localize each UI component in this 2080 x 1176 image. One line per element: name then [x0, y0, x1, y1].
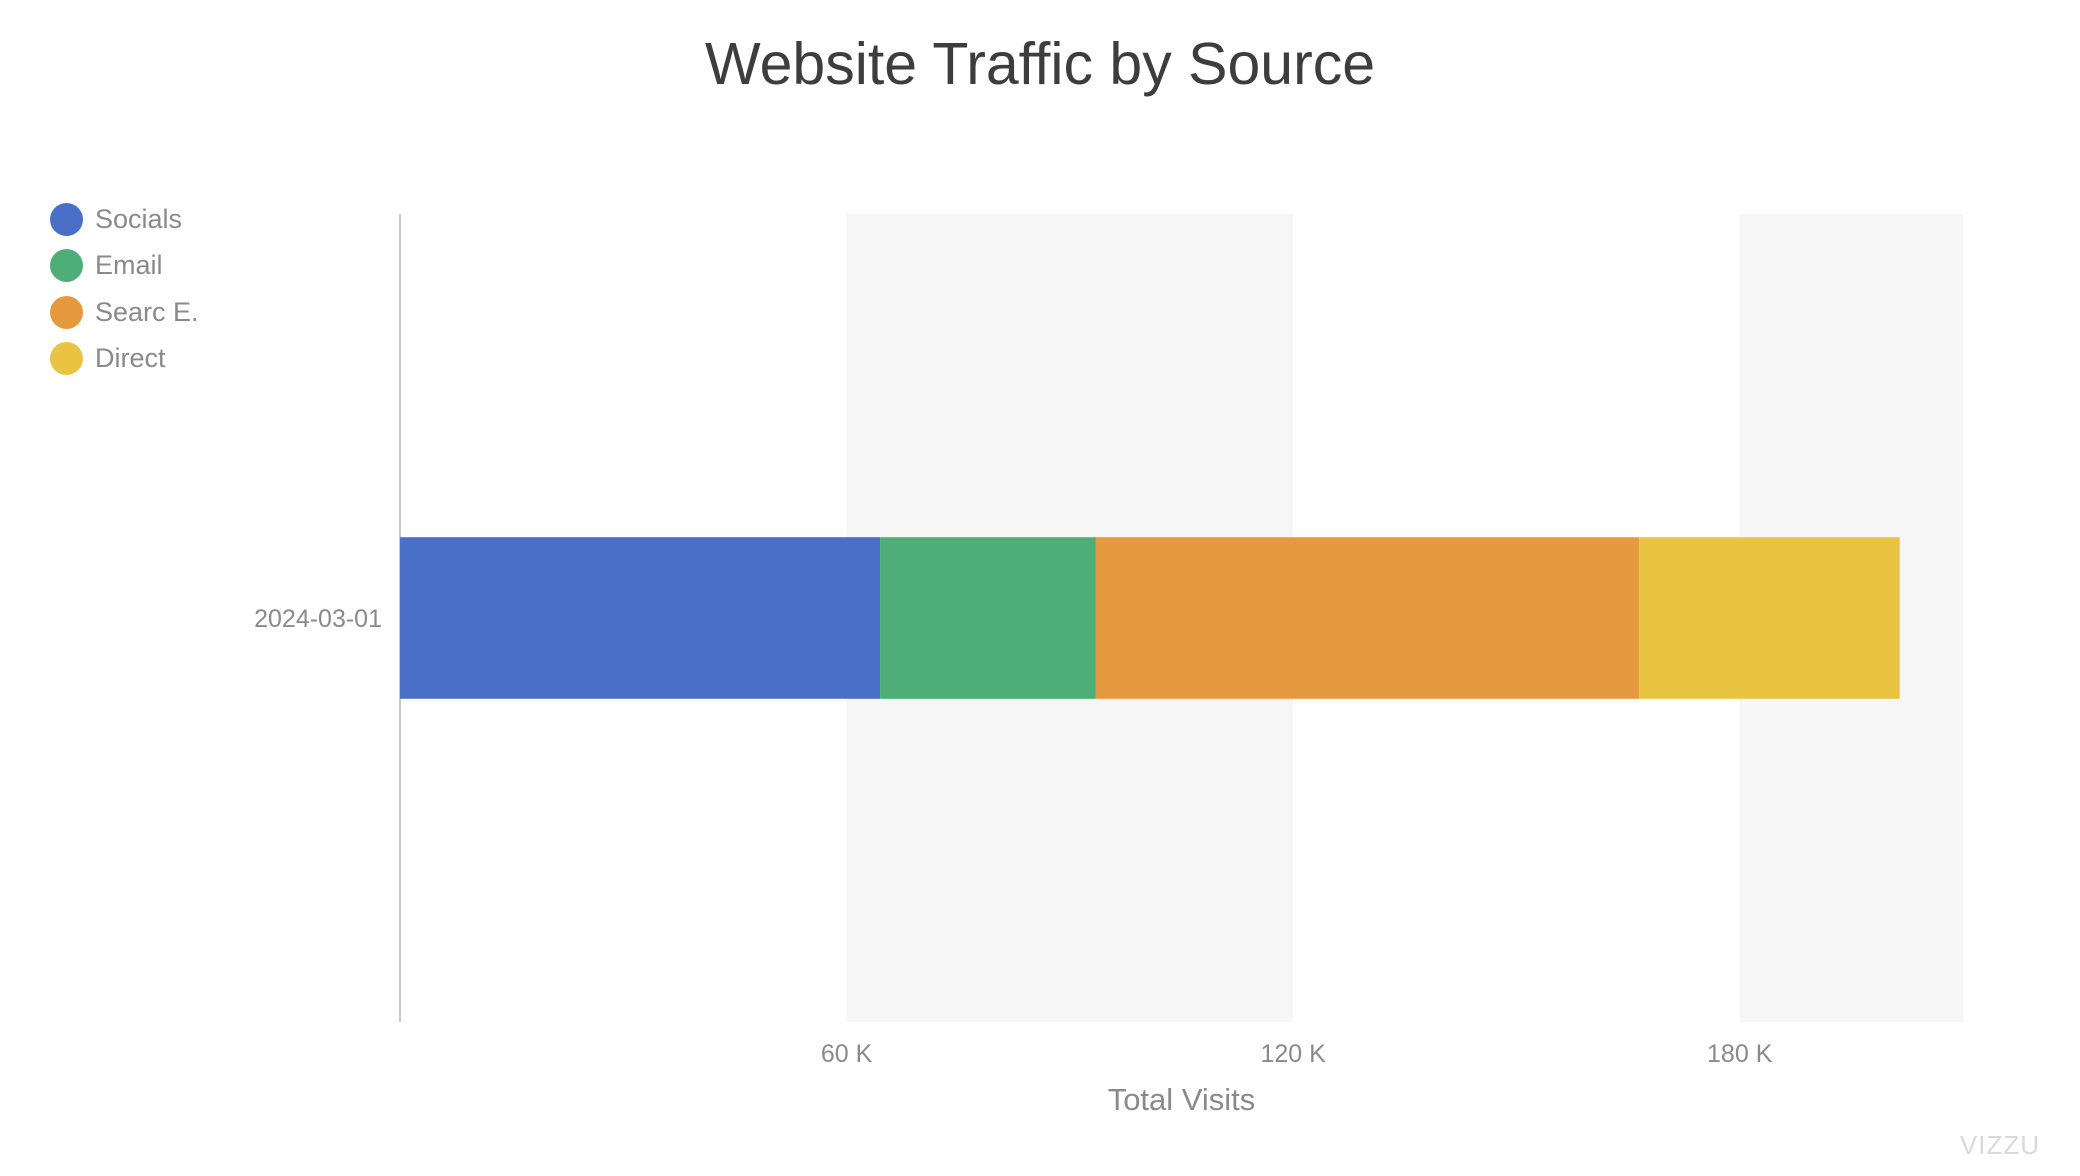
legend-item-searc-e[interactable]: Searc E.: [50, 289, 199, 336]
legend-label: Socials: [95, 203, 183, 234]
bar-segment-email[interactable]: [880, 537, 1096, 699]
x-tick-label: 120 K: [1260, 1040, 1326, 1068]
legend-swatch: [50, 342, 83, 376]
bar-segment-searc-e[interactable]: [1095, 537, 1640, 699]
x-tick-label: 60 K: [821, 1040, 873, 1068]
legend-swatch: [50, 202, 83, 236]
bar-segment-direct[interactable]: [1639, 537, 1900, 699]
legend-label: Direct: [95, 343, 166, 374]
legend-label: Searc E.: [95, 296, 199, 327]
x-tick-label: 180 K: [1707, 1040, 1773, 1068]
bars: [400, 537, 1900, 699]
y-category-label: 2024-03-01: [254, 605, 382, 633]
watermark-logo: VIZZU: [1960, 1130, 2040, 1160]
y-category-labels: 2024-03-01: [254, 605, 382, 633]
legend-item-socials[interactable]: Socials: [50, 196, 199, 243]
chart-title: Website Traffic by Source: [704, 31, 1376, 97]
legend: Socials Email Searc E. Direct: [50, 196, 199, 382]
legend-swatch: [50, 295, 83, 329]
legend-label: Email: [95, 250, 163, 281]
legend-item-email[interactable]: Email: [50, 243, 199, 290]
legend-swatch: [50, 249, 83, 283]
legend-item-direct[interactable]: Direct: [50, 336, 199, 383]
bar-segment-socials[interactable]: [400, 537, 881, 699]
x-axis-title: Total Visits: [1108, 1082, 1256, 1117]
x-tick-labels: 60 K 120 K 180 K: [821, 1040, 1773, 1068]
